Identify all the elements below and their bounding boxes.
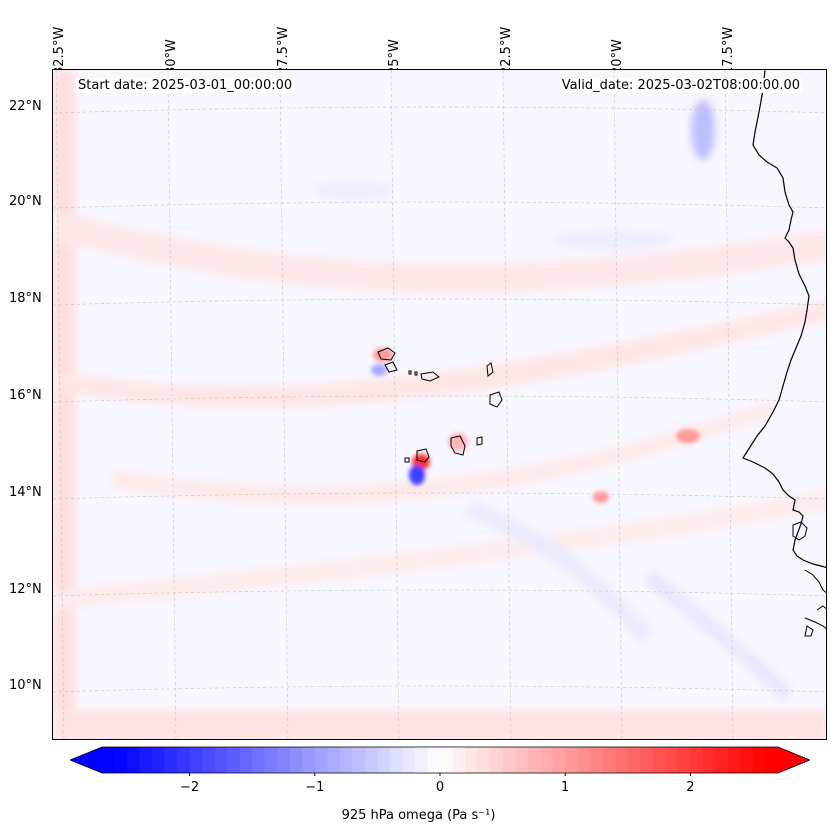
- colorbar-segment: [652, 747, 666, 773]
- colorbar-segment: [189, 747, 203, 773]
- parallel-line: [53, 492, 826, 500]
- colorbar-segment: [127, 747, 141, 773]
- omega-field-map: [53, 70, 826, 739]
- lon-label: 17.5°W: [721, 26, 736, 75]
- meridian-line: [55, 70, 65, 739]
- colorbar-segment: [440, 747, 454, 773]
- colorbar-tick-label: −2: [180, 780, 200, 795]
- colorbar-segment: [227, 747, 241, 773]
- colorbar-segment: [540, 747, 554, 773]
- colorbar-segment: [114, 747, 128, 773]
- colorbar-segment: [465, 747, 479, 773]
- colorbar-extend-max: [778, 747, 810, 773]
- colorbar-tick-label: −1: [305, 780, 325, 795]
- parallel-line: [53, 589, 826, 597]
- colorbar-segment: [665, 747, 679, 773]
- parallel-line: [53, 685, 826, 693]
- colorbar-segment: [277, 747, 291, 773]
- graticule: [53, 70, 826, 739]
- colorbar-segment: [102, 747, 116, 773]
- colorbar-segment: [364, 747, 379, 773]
- lat-label: 16°N: [9, 388, 42, 403]
- colorbar-segment: [590, 747, 604, 773]
- colorbar-segment: [690, 747, 704, 773]
- colorbar-segment: [552, 747, 566, 773]
- lon-label: 32.5°W: [52, 26, 67, 75]
- colorbar-segment: [352, 747, 366, 773]
- meridian-line: [167, 70, 177, 739]
- colorbar-segment: [152, 747, 166, 773]
- lat-label: 12°N: [9, 582, 42, 597]
- map-panel: [52, 69, 827, 740]
- parallel-line: [53, 106, 826, 114]
- colorbar-segment: [302, 747, 316, 773]
- lon-label: 22.5°W: [499, 26, 514, 75]
- colorbar-segment: [314, 747, 328, 773]
- colorbar-segment: [527, 747, 541, 773]
- parallel-line: [53, 298, 826, 306]
- colorbar: [70, 746, 810, 776]
- meridian-line: [279, 70, 289, 739]
- lon-label: 27.5°W: [276, 26, 291, 75]
- lat-label: 20°N: [9, 194, 42, 209]
- colorbar-segment: [239, 747, 253, 773]
- colorbar-segment: [640, 747, 654, 773]
- colorbar-segment: [427, 747, 441, 773]
- colorbar-segment: [214, 747, 228, 773]
- colorbar-segment: [414, 747, 429, 773]
- colorbar-segment: [502, 747, 516, 773]
- start-date-label: Start date: 2025-03-01_00:00:00: [76, 78, 295, 93]
- colorbar-segment: [615, 747, 629, 773]
- colorbar-segment: [177, 747, 191, 773]
- colorbar-segment: [377, 747, 391, 773]
- meridian-line: [502, 70, 512, 739]
- meridian-line: [390, 70, 400, 739]
- colorbar-tick-label: 1: [561, 780, 570, 795]
- colorbar-segment: [740, 747, 754, 773]
- colorbar-segment: [577, 747, 591, 773]
- colorbar-segment: [490, 747, 504, 773]
- colorbar-segment: [565, 747, 579, 773]
- colorbar-segment: [402, 747, 416, 773]
- colorbar-segment: [765, 747, 779, 773]
- parallel-line: [53, 395, 826, 403]
- colorbar-segment: [264, 747, 278, 773]
- colorbar-extend-min: [70, 747, 102, 773]
- lat-label: 14°N: [9, 485, 42, 500]
- colorbar-segment: [452, 747, 466, 773]
- meridian-line: [613, 70, 623, 739]
- coastline: [742, 70, 826, 569]
- colorbar-segment: [289, 747, 303, 773]
- colorbar-segment: [602, 747, 616, 773]
- colorbar-segment: [477, 747, 491, 773]
- colorbar-segment: [702, 747, 717, 773]
- colorbar-segment: [727, 747, 742, 773]
- colorbar-tick-label: 2: [686, 780, 695, 795]
- colorbar-segment: [389, 747, 404, 773]
- colorbar-segment: [164, 747, 178, 773]
- valid-date-label: Valid_date: 2025-03-02T08:00:00.00: [559, 78, 802, 93]
- lat-label: 18°N: [9, 291, 42, 306]
- colorbar-segment: [515, 747, 529, 773]
- colorbar-tick-label: 0: [435, 780, 445, 795]
- colorbar-segment: [677, 747, 691, 773]
- colorbar-segment: [139, 747, 153, 773]
- parallel-line: [53, 201, 826, 209]
- islands: [377, 347, 503, 463]
- colorbar-segment: [715, 747, 729, 773]
- colorbar-segment: [752, 747, 767, 773]
- meridian-line: [724, 70, 734, 739]
- lat-label: 10°N: [9, 678, 42, 693]
- colorbar-segment: [202, 747, 216, 773]
- colorbar-segment: [627, 747, 641, 773]
- colorbar-segment: [327, 747, 341, 773]
- colorbar-segment: [339, 747, 353, 773]
- colorbar-label: 925 hPa omega (Pa s⁻¹): [341, 808, 496, 823]
- colorbar-segment: [252, 747, 266, 773]
- lat-label: 22°N: [9, 99, 42, 114]
- colorbar-outline: [70, 746, 810, 774]
